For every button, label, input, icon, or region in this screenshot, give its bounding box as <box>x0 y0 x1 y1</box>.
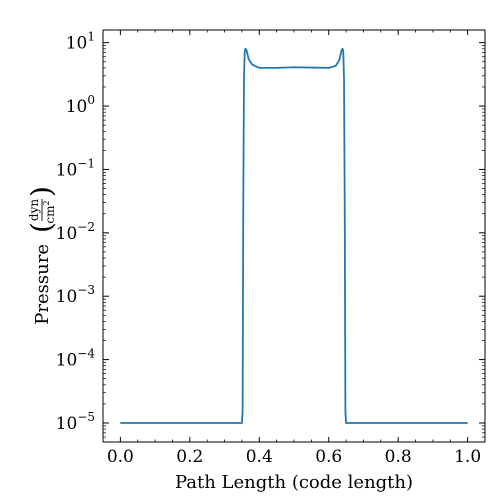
x-tick-label-4: 0.8 <box>385 447 412 467</box>
y-tick-label-base: 10 <box>56 160 78 180</box>
y-axis-label-main: Pressure <box>32 244 53 325</box>
plot-frame <box>102 29 486 443</box>
y-axis-unit-denominator-exp: 2 <box>42 200 51 205</box>
y-tick-label-6: 10−5 <box>56 410 95 434</box>
y-tick-label-power: −3 <box>77 283 95 297</box>
y-tick-label-power: −1 <box>77 156 95 170</box>
x-tick-label-0: 0.0 <box>107 447 134 467</box>
y-tick-label-base: 10 <box>66 97 88 117</box>
series-line-0 <box>120 47 468 424</box>
x-tick-label-5: 1.0 <box>454 447 481 467</box>
plot-area <box>103 30 485 442</box>
y-tick-label-0: 101 <box>66 30 95 54</box>
y-tick-label-2: 10−1 <box>56 156 95 180</box>
y-tick-label-power: −5 <box>77 410 95 424</box>
y-tick-label-power: 0 <box>87 93 95 107</box>
y-axis-label: Pressure ( dyn cm2 ) <box>25 186 58 325</box>
x-axis-label: Path Length (code length) <box>175 472 413 493</box>
y-tick-label-base: 10 <box>56 351 78 371</box>
y-axis-unit-numerator: dyn <box>27 199 41 221</box>
y-axis-unit-denominator: cm2 <box>42 200 57 223</box>
y-tick-label-1: 100 <box>66 93 95 117</box>
y-tick-label-power: −2 <box>77 220 95 234</box>
y-axis-unit-close-paren: ) <box>25 186 58 197</box>
y-tick-label-base: 10 <box>66 34 88 54</box>
y-tick-label-power: −4 <box>77 347 95 361</box>
y-tick-label-power: 1 <box>87 30 95 44</box>
y-tick-label-3: 10−2 <box>56 220 95 244</box>
y-axis-unit-open-paren: ( <box>25 222 58 233</box>
x-tick-label-1: 0.2 <box>176 447 203 467</box>
series-layer <box>120 47 468 424</box>
x-tick-label-3: 0.6 <box>315 447 342 467</box>
y-tick-label-base: 10 <box>56 287 78 307</box>
y-tick-label-base: 10 <box>56 224 78 244</box>
x-tick-label-2: 0.4 <box>246 447 273 467</box>
y-tick-label-5: 10−4 <box>56 347 96 371</box>
y-axis-unit-denominator-base: cm <box>43 205 57 224</box>
y-tick-label-4: 10−3 <box>56 283 95 307</box>
y-tick-label-base: 10 <box>56 414 78 434</box>
